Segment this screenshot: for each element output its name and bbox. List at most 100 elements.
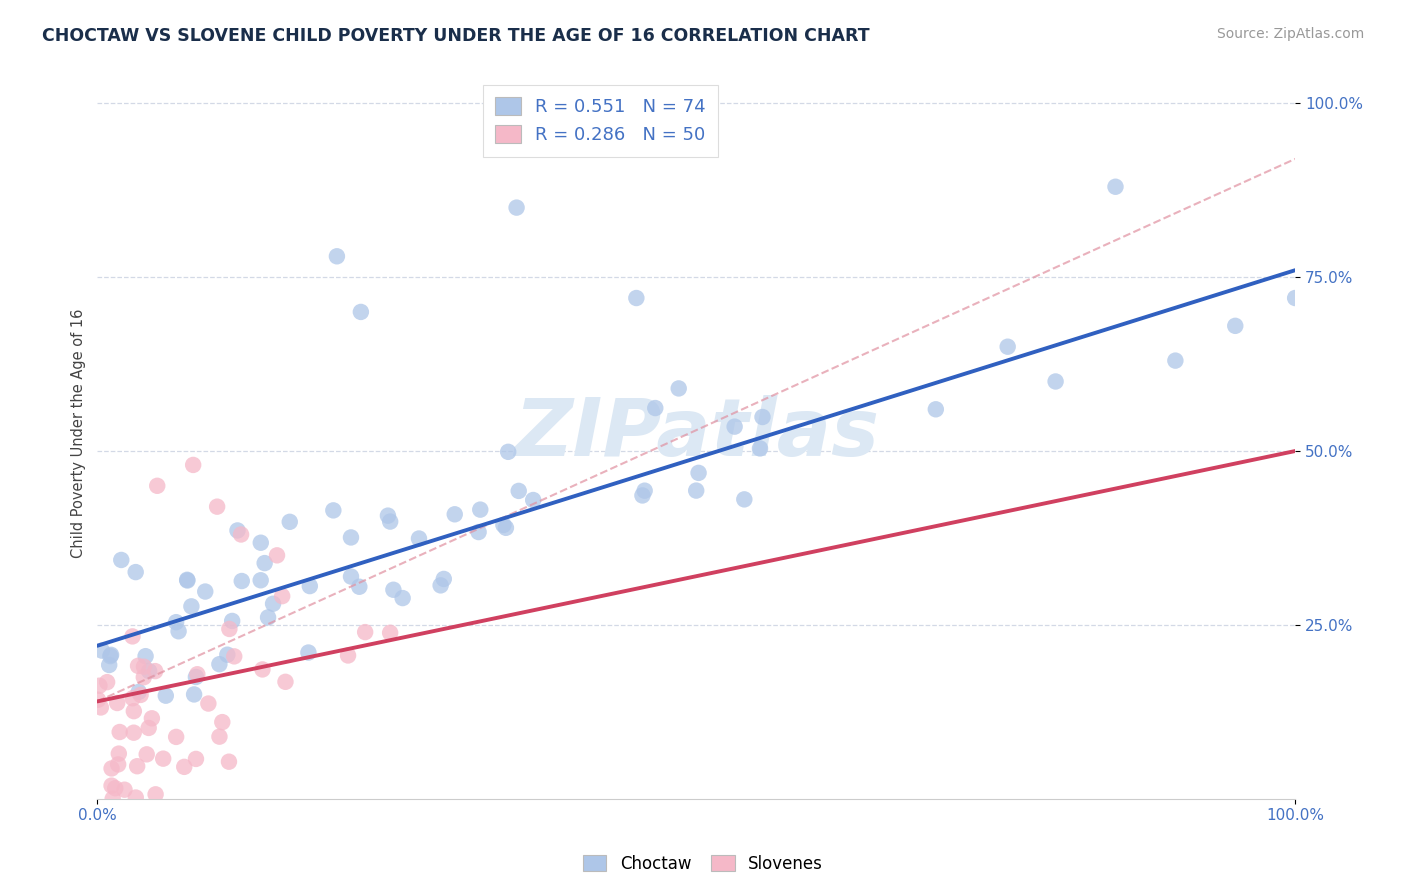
Point — [1164, 353, 1187, 368]
Point — [122, 725, 145, 739]
Point — [997, 340, 1019, 354]
Point — [121, 691, 143, 706]
Point — [349, 580, 371, 594]
Point — [495, 521, 517, 535]
Point — [152, 752, 174, 766]
Y-axis label: Child Poverty Under the Age of 16: Child Poverty Under the Age of 16 — [72, 309, 86, 558]
Point — [252, 662, 274, 676]
Point — [340, 569, 363, 583]
Point — [132, 659, 155, 673]
Point — [229, 527, 252, 541]
Point — [391, 591, 413, 605]
Point — [98, 658, 121, 673]
Point — [205, 500, 228, 514]
Point — [155, 689, 177, 703]
Point — [1284, 291, 1306, 305]
Point — [165, 730, 187, 744]
Point — [138, 721, 160, 735]
Point — [377, 508, 399, 523]
Point — [90, 643, 112, 657]
Point — [176, 573, 198, 587]
Point — [733, 492, 755, 507]
Point — [522, 493, 544, 508]
Point — [443, 508, 465, 522]
Point — [1225, 318, 1247, 333]
Point — [505, 201, 527, 215]
Point — [231, 574, 253, 588]
Point — [121, 629, 143, 643]
Point — [167, 624, 190, 639]
Point — [122, 704, 145, 718]
Point — [108, 747, 131, 761]
Point — [211, 715, 233, 730]
Point — [114, 782, 136, 797]
Point — [433, 572, 456, 586]
Point — [125, 565, 148, 579]
Point — [141, 711, 163, 725]
Point — [298, 579, 321, 593]
Point — [378, 625, 401, 640]
Point — [197, 697, 219, 711]
Point — [429, 578, 451, 592]
Point — [129, 688, 152, 702]
Point — [132, 670, 155, 684]
Point — [186, 667, 208, 681]
Point — [685, 483, 707, 498]
Legend: R = 0.551   N = 74, R = 0.286   N = 50: R = 0.551 N = 74, R = 0.286 N = 50 — [482, 85, 718, 157]
Point — [125, 790, 148, 805]
Point — [925, 402, 948, 417]
Point — [408, 532, 430, 546]
Point — [146, 479, 169, 493]
Point — [194, 584, 217, 599]
Text: ZIPatlas: ZIPatlas — [513, 394, 879, 473]
Point — [127, 759, 149, 773]
Point — [751, 409, 773, 424]
Point — [723, 419, 745, 434]
Point — [644, 401, 666, 415]
Point — [217, 648, 239, 662]
Point — [184, 752, 207, 766]
Point — [226, 524, 249, 538]
Point — [218, 622, 240, 636]
Point — [249, 574, 271, 588]
Point — [508, 483, 530, 498]
Point — [350, 305, 373, 319]
Point — [634, 483, 657, 498]
Point — [297, 646, 319, 660]
Point — [128, 685, 150, 699]
Point — [496, 445, 519, 459]
Legend: Choctaw, Slovenes: Choctaw, Slovenes — [576, 848, 830, 880]
Point — [380, 515, 402, 529]
Point — [224, 649, 246, 664]
Point — [337, 648, 360, 663]
Point — [668, 381, 690, 395]
Point — [626, 291, 648, 305]
Point — [492, 518, 515, 533]
Point — [143, 664, 166, 678]
Point — [208, 730, 231, 744]
Point — [127, 658, 149, 673]
Point — [1045, 375, 1067, 389]
Point — [266, 549, 288, 563]
Point — [354, 625, 377, 640]
Point — [176, 574, 198, 588]
Point — [262, 597, 284, 611]
Point — [218, 755, 240, 769]
Point — [688, 466, 710, 480]
Point — [180, 599, 202, 614]
Point — [100, 761, 122, 775]
Point — [138, 664, 160, 678]
Point — [100, 779, 122, 793]
Point — [181, 458, 204, 472]
Point — [274, 674, 297, 689]
Point — [135, 747, 157, 762]
Point — [183, 688, 205, 702]
Text: Source: ZipAtlas.com: Source: ZipAtlas.com — [1216, 27, 1364, 41]
Point — [208, 657, 231, 672]
Point — [322, 503, 344, 517]
Point — [87, 692, 110, 706]
Point — [135, 649, 157, 664]
Point — [249, 535, 271, 549]
Text: CHOCTAW VS SLOVENE CHILD POVERTY UNDER THE AGE OF 16 CORRELATION CHART: CHOCTAW VS SLOVENE CHILD POVERTY UNDER T… — [42, 27, 870, 45]
Point — [631, 488, 654, 502]
